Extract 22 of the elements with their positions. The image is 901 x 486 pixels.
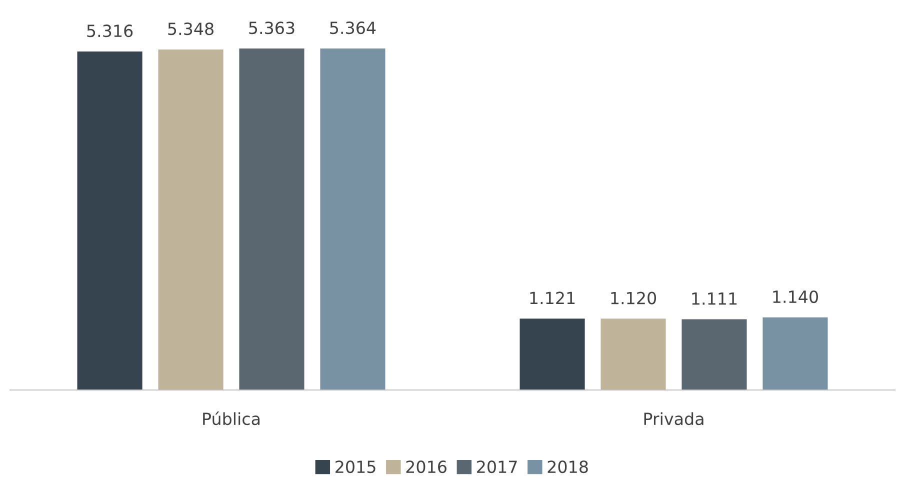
legend-label: 2015: [336, 460, 376, 474]
data-label: 5.316: [87, 24, 133, 38]
data-label: 5.363: [249, 22, 294, 34]
data-label: 1.120: [611, 292, 656, 304]
bar: [520, 318, 585, 390]
bar: [762, 317, 828, 390]
x-tick-label: Pública: [203, 412, 260, 426]
bar: [600, 318, 666, 390]
legend-label: 2016: [406, 460, 446, 474]
legend-label: 2017: [477, 460, 517, 474]
bar: [682, 319, 747, 390]
data-label: 5.364: [330, 22, 376, 34]
bar: [77, 52, 142, 390]
data-label: 1.111: [692, 292, 737, 305]
data-label: 1.121: [530, 292, 575, 304]
x-tick-label: Privada: [644, 412, 704, 426]
legend-label: 2018: [548, 460, 588, 474]
data-label: 1.140: [773, 290, 818, 304]
data-label: 5.348: [168, 22, 214, 36]
bar: [239, 48, 304, 390]
bar: [158, 49, 224, 390]
bar: [320, 48, 386, 390]
